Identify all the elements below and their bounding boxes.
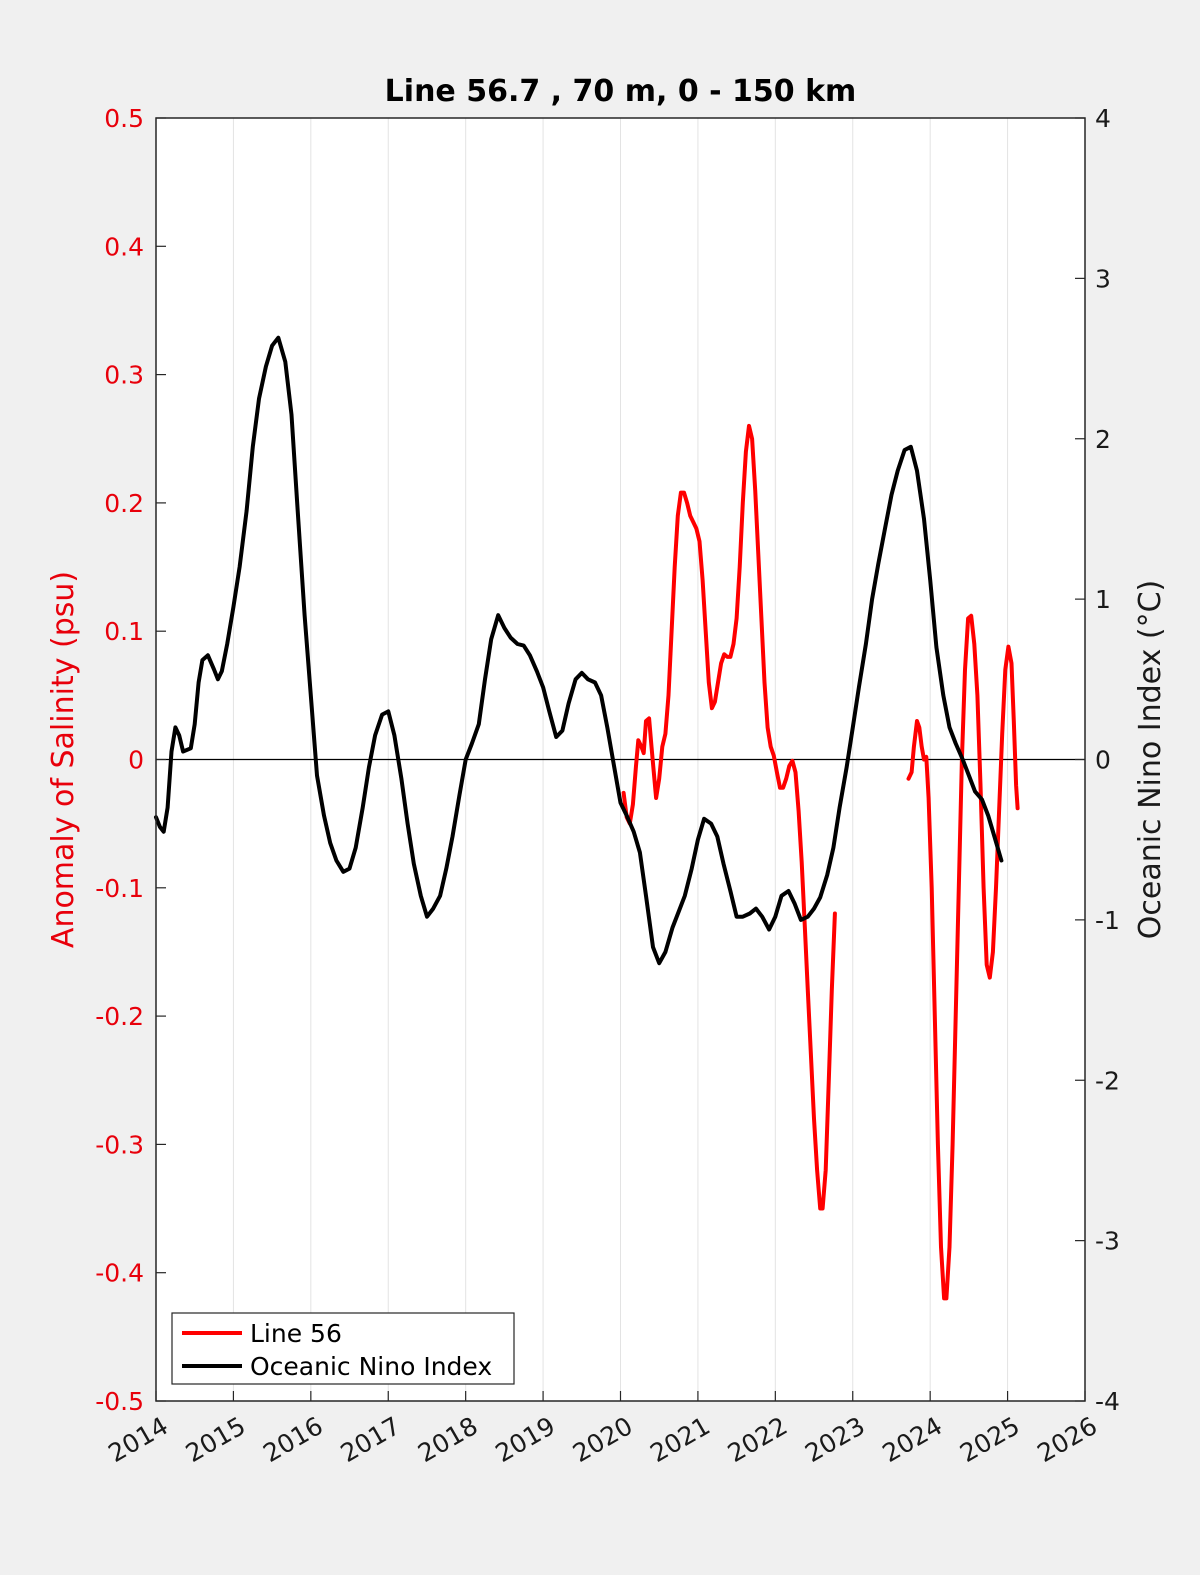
y-tick-label-right: 3 — [1095, 264, 1111, 293]
y-tick-label-right: 4 — [1095, 104, 1111, 133]
y-tick-label-left: 0.5 — [104, 104, 144, 133]
y-axis-label-left: Anomaly of Salinity (psu) — [46, 571, 81, 948]
y-tick-label-right: -3 — [1095, 1227, 1120, 1256]
y-tick-label-left: 0.1 — [104, 617, 144, 646]
y-tick-label-left: -0.4 — [95, 1259, 144, 1288]
y-tick-label-left: 0 — [128, 746, 144, 775]
legend-label-oni: Oceanic Nino Index — [250, 1352, 492, 1381]
x-tick-label: 2016 — [258, 1411, 328, 1468]
x-tick-label: 2021 — [645, 1411, 715, 1468]
y-tick-label-left: 0.3 — [104, 361, 144, 390]
y-tick-label-right: -2 — [1095, 1066, 1120, 1095]
x-tick-label: 2020 — [568, 1411, 638, 1468]
x-tick-label: 2024 — [878, 1411, 948, 1468]
y-tick-label-right: 0 — [1095, 746, 1111, 775]
y-tick-label-right: -1 — [1095, 906, 1120, 935]
chart-title: Line 56.7 , 70 m, 0 - 150 km — [385, 74, 857, 109]
y-tick-label-left: 0.2 — [104, 489, 144, 518]
legend-label-line-56: Line 56 — [250, 1319, 342, 1348]
x-tick-label: 2019 — [490, 1411, 560, 1468]
series-line-line-56 — [621, 423, 837, 1211]
y-tick-label-left: -0.1 — [95, 874, 144, 903]
x-tick-label: 2015 — [181, 1411, 251, 1468]
y-tick-label-left: -0.2 — [95, 1002, 144, 1031]
y-tick-label-right: 2 — [1095, 425, 1111, 454]
x-tick-label: 2022 — [723, 1411, 793, 1468]
x-tick-label: 2017 — [336, 1411, 406, 1468]
x-tick-label: 2014 — [103, 1411, 173, 1468]
legend-box — [171, 1312, 515, 1385]
y-axis-label-right: Oceanic Nino Index (°C) — [1133, 580, 1168, 940]
x-tick-label: 2025 — [955, 1411, 1025, 1468]
y-tick-label-left: -0.5 — [95, 1387, 144, 1416]
y-tick-label-right: 1 — [1095, 585, 1111, 614]
x-tick-label: 2018 — [413, 1411, 483, 1468]
y-tick-label-left: -0.3 — [95, 1130, 144, 1159]
x-tick-label: 2023 — [800, 1411, 870, 1468]
series-line-oceanic-nino-index — [154, 335, 1004, 966]
x-tick-label: 2026 — [1032, 1411, 1102, 1468]
legend: Line 56 Oceanic Nino Index — [171, 1312, 515, 1385]
y-tick-label-right: -4 — [1095, 1387, 1120, 1416]
y-tick-label-left: 0.4 — [104, 232, 144, 261]
series-layer — [154, 335, 1020, 1301]
